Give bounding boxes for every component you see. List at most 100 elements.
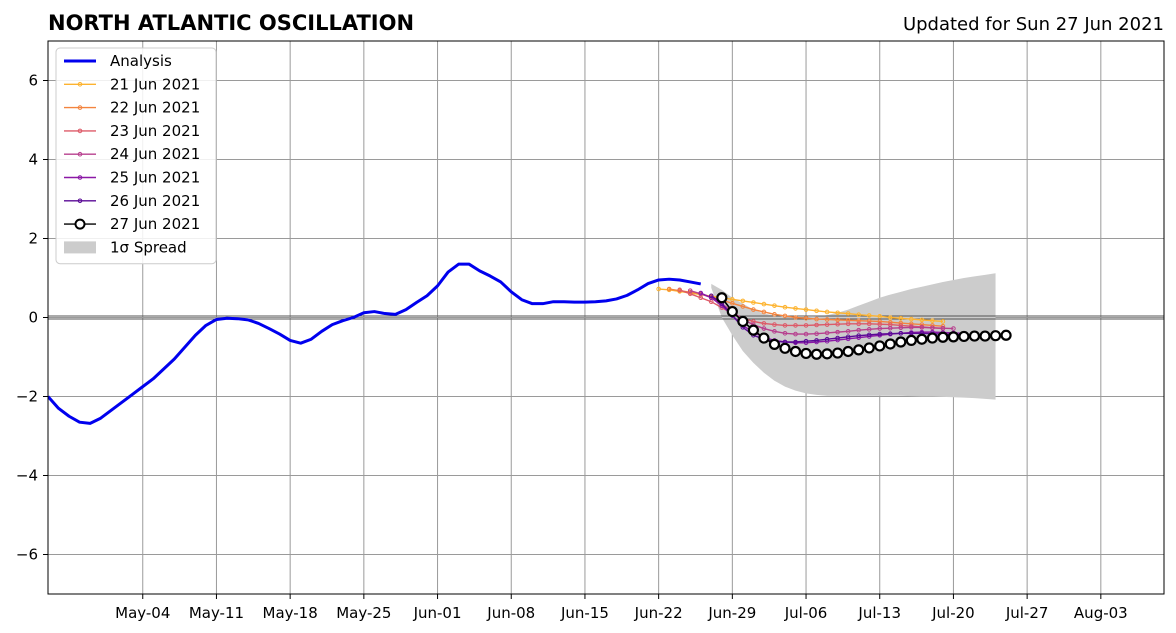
- forecast-marker: [1000, 329, 1012, 341]
- forecast-marker: [916, 333, 928, 345]
- forecast-marker: [793, 331, 798, 337]
- forecast-marker: [740, 304, 746, 309]
- plot-area: May-04 May-11 May-18 May-25 Jun-01 Jun-08 Jun-…: [16, 40, 1165, 623]
- forecast-marker: [877, 319, 883, 324]
- forecast-marker: [793, 323, 798, 328]
- forecast-marker: [898, 325, 904, 331]
- legend-box: [55, 47, 217, 265]
- forecast-marker: [835, 329, 840, 335]
- legend-label: 22 Jun 2021: [110, 99, 200, 117]
- forecast-marker: [821, 348, 833, 360]
- forecast-marker: [793, 315, 798, 320]
- forecast-marker: [803, 307, 809, 312]
- forecast-marker: [919, 325, 925, 330]
- forecast-marker: [930, 325, 935, 331]
- forecast-marker: [979, 330, 991, 342]
- forecast-marker: [814, 316, 819, 322]
- forecast-marker: [884, 338, 896, 350]
- forecast-marker: [824, 322, 830, 327]
- forecast-marker: [814, 308, 819, 314]
- forecast-marker: [793, 339, 798, 345]
- forecast-marker: [835, 321, 840, 327]
- legend-swatch-marker: [74, 218, 86, 230]
- forecast-marker: [730, 300, 735, 306]
- forecast-marker: [761, 301, 767, 307]
- forecast-marker: [803, 338, 809, 344]
- forecast-marker: [926, 332, 938, 344]
- forecast-marker: [909, 316, 914, 322]
- forecast-marker: [782, 331, 788, 336]
- x-tick-label: Jul-06: [784, 604, 828, 622]
- forecast-marker: [782, 304, 788, 310]
- legend-item: 1σ Spread: [64, 238, 187, 256]
- forecast-marker: [951, 326, 956, 331]
- forecast-marker: [835, 310, 840, 316]
- forecast-marker: [761, 309, 767, 315]
- y-tick-label: 2: [28, 230, 38, 248]
- forecast-marker: [751, 300, 756, 305]
- grid-lines: [48, 41, 1164, 594]
- axis-ticks: May-04 May-11 May-18 May-25 Jun-01 Jun-08 Jun-…: [16, 72, 1128, 623]
- forecast-marker: [940, 319, 946, 324]
- forecast-marker: [772, 322, 777, 327]
- legend-label: 1σ Spread: [110, 238, 187, 256]
- forecast-marker: [895, 336, 907, 348]
- forecast-marker: [835, 317, 840, 323]
- forecast-marker: [937, 331, 949, 343]
- forecast-marker: [856, 333, 861, 338]
- forecast-series: [716, 292, 1012, 360]
- forecast-marker: [677, 287, 682, 293]
- forecast-marker: [740, 298, 746, 304]
- forecast-marker: [782, 323, 788, 328]
- forecast-marker: [800, 347, 812, 360]
- legend-item: 21 Jun 2021: [64, 75, 200, 93]
- forecast-marker: [726, 305, 738, 318]
- forecast-marker: [845, 334, 851, 340]
- x-tick-label: Jul-27: [1005, 604, 1049, 622]
- forecast-marker: [856, 312, 861, 318]
- legend-label: 24 Jun 2021: [110, 145, 200, 163]
- legend-swatch-marker: [77, 198, 83, 204]
- forecast-marker: [803, 323, 809, 328]
- forecast-marker: [761, 326, 767, 331]
- forecast-marker: [824, 330, 830, 336]
- x-tick-label: Aug-03: [1074, 604, 1128, 622]
- forecast-marker: [708, 293, 714, 299]
- forecast-marker: [887, 315, 893, 320]
- legend-label: 23 Jun 2021: [110, 122, 200, 140]
- forecast-marker: [772, 303, 777, 308]
- x-tick-label: Jun-08: [486, 604, 535, 622]
- forecast-marker: [789, 345, 802, 358]
- legend-item: 25 Jun 2021: [64, 169, 200, 187]
- legend-swatch-marker: [77, 175, 83, 180]
- forecast-marker: [761, 321, 767, 326]
- forecast-marker: [853, 344, 865, 356]
- analysis-line: [48, 262, 702, 425]
- forecast-marker: [866, 313, 872, 318]
- forecast-marker: [866, 327, 872, 332]
- forecast-series: [687, 288, 956, 337]
- forecast-marker: [842, 345, 854, 358]
- forecast-marker: [656, 286, 661, 292]
- legend-swatch: [64, 241, 96, 254]
- legend-item: 23 Jun 2021: [64, 122, 200, 140]
- data-layer: [48, 262, 1164, 425]
- forecast-marker: [856, 321, 861, 327]
- forecast-marker: [758, 332, 770, 344]
- legend-label: 27 Jun 2021: [110, 215, 200, 233]
- forecast-marker: [845, 329, 851, 334]
- plot-frame: [47, 40, 1165, 595]
- forecast-marker: [898, 331, 904, 336]
- x-tick-label: May-04: [115, 604, 170, 622]
- forecast-marker: [845, 321, 851, 327]
- legend-label: 21 Jun 2021: [110, 75, 200, 93]
- forecast-marker: [947, 331, 960, 343]
- legend: Analysis 21 Jun 2021 22 Jun 2021 23 Jun 202…: [55, 47, 217, 265]
- legend-item: 26 Jun 2021: [64, 192, 200, 210]
- forecast-marker: [772, 329, 777, 334]
- legend-label: 26 Jun 2021: [110, 192, 200, 210]
- forecast-marker: [835, 335, 840, 341]
- forecast-marker: [863, 342, 875, 354]
- chart-subtitle: Updated for Sun 27 Jun 2021: [903, 14, 1164, 35]
- forecast-marker: [814, 331, 819, 336]
